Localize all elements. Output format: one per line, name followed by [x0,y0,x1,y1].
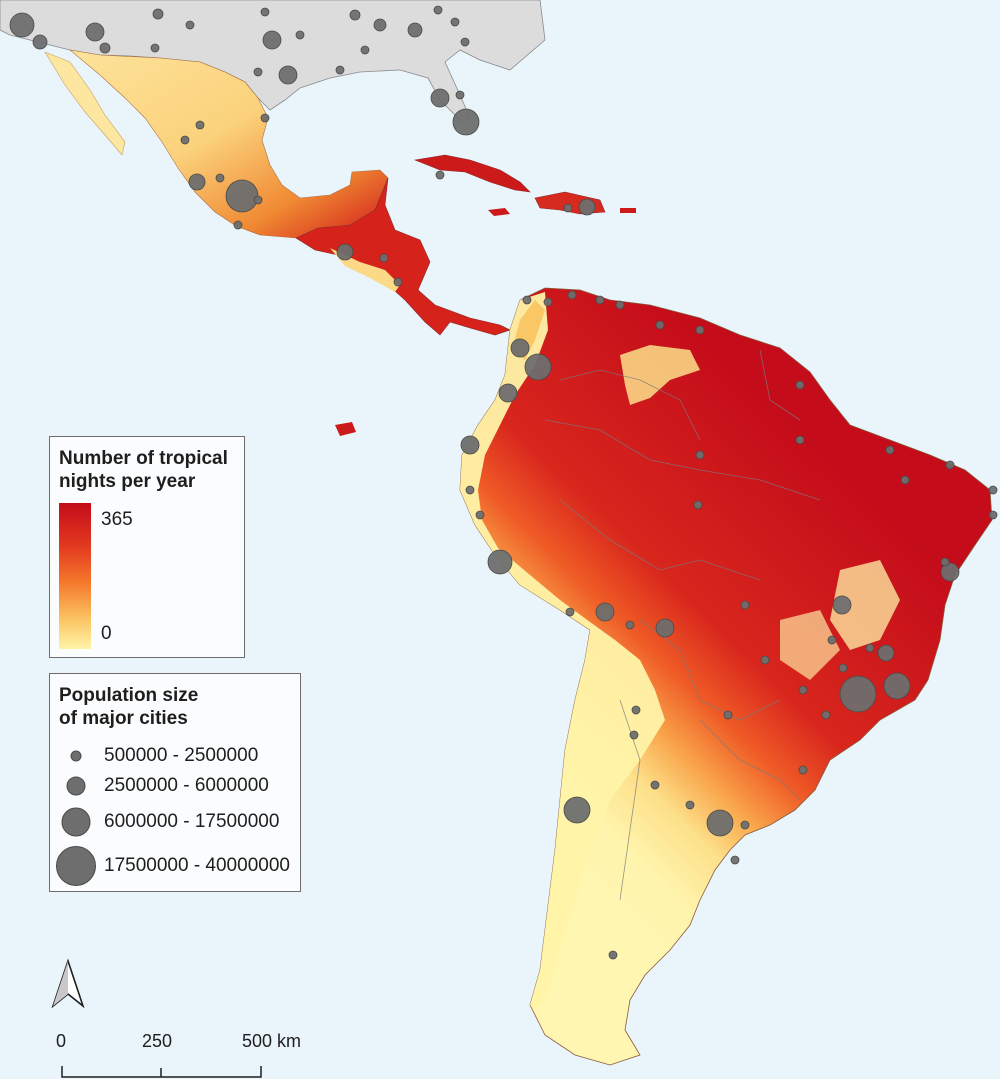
scale-label: 500 km [242,1031,302,1051]
scale-label: 250 [142,1031,173,1051]
baja-california [44,51,126,156]
legend-title: Population size of major cities [59,685,199,729]
cuba [413,154,531,193]
class-label: 17500000 - 40000000 [104,855,290,876]
andes-cool-zone [460,292,665,1010]
jamaica [488,208,510,216]
legend-class-row: 500000 - 2500000 [50,736,300,776]
scale-label: 0 [56,1031,67,1051]
legend-tropical-nights: Number of tropical nights per year 365 0 [49,436,245,658]
class-label: 2500000 - 6000000 [104,775,269,796]
class-label: 6000000 - 17500000 [104,811,280,832]
north-arrow-icon [51,958,85,1009]
city-size-symbol [61,807,91,837]
south-america-land [459,287,993,1066]
mexico-land [68,49,389,239]
legend-class-row: 17500000 - 40000000 [50,846,300,886]
legend-class-row: 2500000 - 6000000 [50,766,300,806]
class-label: 500000 - 2500000 [104,745,259,766]
city-size-symbol [56,846,96,886]
scale-bar-line [61,1066,262,1078]
legend-population: Population size of major cities 500000 -… [49,673,301,892]
color-ramp [59,503,91,649]
legend-max-label: 365 [101,509,133,530]
city-size-symbol [70,750,82,762]
city-markers [9,5,998,960]
scale-bar: 0 250 500 km [54,1028,314,1079]
country-borders [544,349,821,901]
legend-class-row: 6000000 - 17500000 [50,802,300,842]
legend-min-label: 0 [101,623,112,644]
legend-title: Number of tropical nights per year [59,448,228,492]
city-size-symbol [66,776,86,796]
